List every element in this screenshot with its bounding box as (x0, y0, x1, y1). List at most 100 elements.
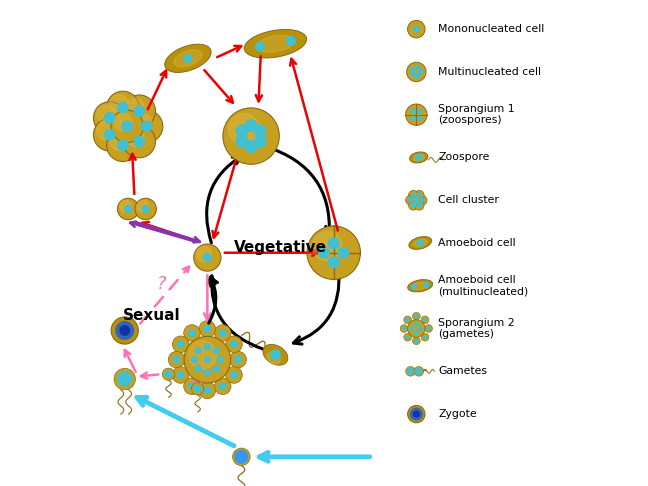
Ellipse shape (267, 352, 280, 364)
Circle shape (107, 91, 139, 124)
Circle shape (411, 116, 415, 120)
Circle shape (172, 336, 189, 352)
Circle shape (415, 315, 418, 318)
Circle shape (97, 122, 115, 139)
Circle shape (194, 244, 221, 271)
Circle shape (414, 366, 424, 376)
Circle shape (184, 325, 200, 341)
Circle shape (120, 326, 130, 335)
Circle shape (189, 341, 216, 369)
Circle shape (413, 26, 419, 32)
Circle shape (406, 104, 427, 125)
Circle shape (415, 331, 418, 335)
Circle shape (126, 98, 144, 116)
Circle shape (199, 321, 216, 337)
Circle shape (118, 102, 128, 113)
Text: Sporangium 2
(gametes): Sporangium 2 (gametes) (438, 318, 515, 339)
Circle shape (417, 193, 421, 197)
Circle shape (123, 125, 156, 158)
Circle shape (178, 341, 184, 347)
Circle shape (134, 137, 145, 147)
Circle shape (195, 365, 202, 372)
Text: Gametes: Gametes (438, 366, 487, 376)
Ellipse shape (413, 154, 424, 161)
Circle shape (229, 114, 260, 144)
Circle shape (411, 193, 415, 197)
Circle shape (220, 383, 226, 390)
Circle shape (338, 247, 349, 258)
Circle shape (406, 195, 415, 205)
Circle shape (184, 54, 192, 62)
Circle shape (413, 337, 421, 345)
Circle shape (416, 74, 420, 78)
Ellipse shape (174, 50, 202, 67)
Circle shape (411, 72, 415, 76)
Circle shape (231, 372, 237, 378)
Ellipse shape (408, 279, 433, 292)
Circle shape (93, 102, 126, 134)
Circle shape (130, 110, 163, 142)
Circle shape (204, 326, 211, 332)
Circle shape (214, 325, 231, 341)
Text: Amoeboid cell: Amoeboid cell (438, 238, 516, 248)
Circle shape (416, 368, 422, 374)
Ellipse shape (263, 345, 288, 365)
Circle shape (134, 106, 145, 116)
Circle shape (413, 312, 421, 320)
Text: Amoeboid cell
(multinucleated): Amoeboid cell (multinucleated) (438, 275, 529, 296)
Circle shape (411, 284, 417, 289)
Circle shape (419, 70, 422, 74)
Circle shape (231, 341, 237, 347)
Circle shape (194, 385, 201, 392)
Circle shape (410, 327, 413, 330)
Circle shape (110, 94, 128, 112)
Circle shape (122, 121, 132, 132)
Circle shape (213, 347, 220, 354)
Circle shape (408, 191, 419, 200)
Circle shape (329, 257, 339, 268)
Text: Vegetative: Vegetative (234, 241, 327, 255)
Circle shape (205, 357, 210, 363)
Circle shape (416, 155, 422, 160)
Circle shape (312, 231, 341, 261)
Circle shape (417, 240, 423, 246)
Circle shape (163, 368, 174, 381)
Circle shape (135, 198, 156, 220)
Circle shape (415, 322, 418, 326)
Circle shape (255, 125, 266, 137)
Circle shape (408, 20, 425, 38)
Ellipse shape (165, 44, 211, 72)
Circle shape (420, 198, 424, 202)
Circle shape (411, 68, 415, 71)
Circle shape (123, 95, 156, 127)
Circle shape (406, 366, 415, 376)
Circle shape (245, 120, 257, 131)
Circle shape (217, 357, 223, 363)
Circle shape (104, 130, 115, 140)
Circle shape (204, 369, 211, 376)
Circle shape (111, 317, 138, 344)
Circle shape (408, 198, 412, 202)
Ellipse shape (413, 282, 428, 290)
Circle shape (226, 336, 242, 352)
Text: Multinucleated cell: Multinucleated cell (438, 67, 541, 77)
Circle shape (172, 367, 189, 383)
Circle shape (408, 405, 425, 423)
Circle shape (168, 351, 185, 368)
Circle shape (424, 282, 429, 287)
Circle shape (203, 254, 211, 261)
Ellipse shape (410, 152, 428, 163)
Circle shape (418, 116, 422, 120)
Circle shape (220, 330, 226, 336)
Ellipse shape (413, 239, 427, 247)
Circle shape (107, 129, 139, 161)
Circle shape (118, 372, 132, 386)
Circle shape (421, 316, 429, 324)
Circle shape (165, 371, 172, 378)
Circle shape (236, 125, 248, 137)
Circle shape (118, 140, 128, 151)
Circle shape (415, 339, 418, 342)
Circle shape (255, 136, 266, 147)
Text: Cell cluster: Cell cluster (438, 195, 499, 205)
Circle shape (406, 318, 410, 321)
